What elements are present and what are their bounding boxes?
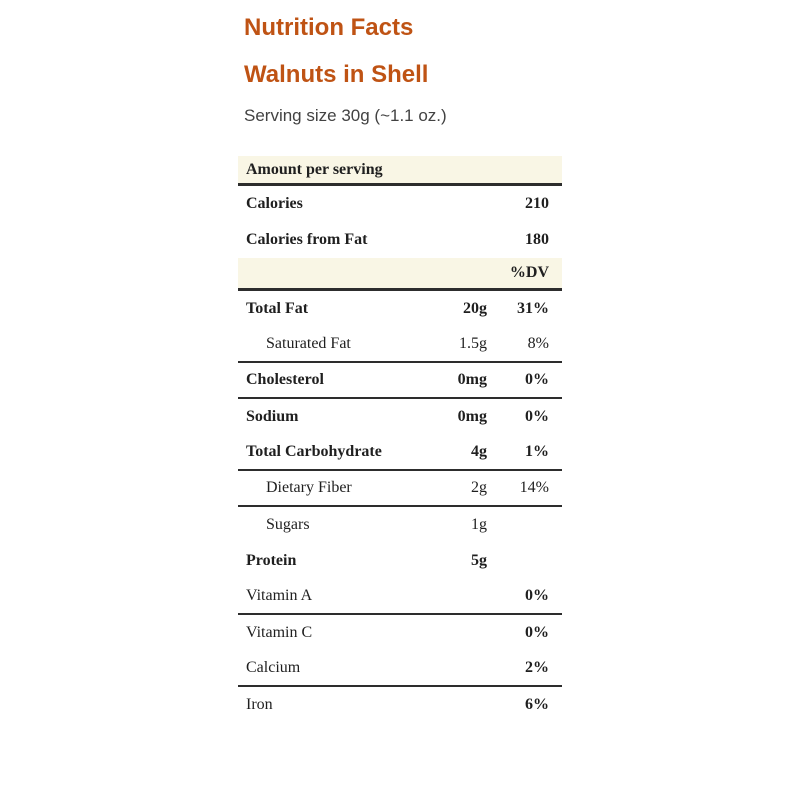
row-sodium: Sodium 0mg 0% bbox=[238, 399, 562, 435]
percent-dv-label: %DV bbox=[509, 264, 549, 281]
nutrient-label: Protein bbox=[246, 552, 297, 569]
nutrient-dv: 31% bbox=[517, 300, 549, 317]
row-iron: Iron 6% bbox=[238, 687, 562, 723]
nutrient-dv: 0% bbox=[525, 624, 549, 641]
nutrient-label: Vitamin A bbox=[246, 587, 313, 604]
nutrient-label: Total Fat bbox=[246, 300, 309, 317]
row-dietary-fiber: Dietary Fiber 2g 14% bbox=[238, 471, 562, 507]
serving-size-text: Serving size 30g (~1.1 oz.) bbox=[244, 106, 447, 125]
nutrient-label: Vitamin C bbox=[246, 624, 313, 641]
product-name: Walnuts in Shell bbox=[244, 61, 429, 88]
nutrient-amount: 2g bbox=[471, 479, 487, 496]
nutrient-amount: 1g bbox=[471, 516, 487, 533]
nutrient-label: Total Carbohydrate bbox=[246, 443, 382, 460]
nutrient-label: Iron bbox=[246, 696, 273, 713]
row-calories: Calories 210 bbox=[238, 186, 562, 222]
nutrient-label: Cholesterol bbox=[246, 371, 324, 388]
page-title: Nutrition Facts bbox=[244, 14, 414, 41]
row-cholesterol: Cholesterol 0mg 0% bbox=[238, 363, 562, 399]
nutrient-label: Calories bbox=[246, 195, 303, 212]
row-saturated-fat: Saturated Fat 1.5g 8% bbox=[238, 327, 562, 363]
nutrient-dv: 0% bbox=[525, 408, 549, 425]
percent-dv-band: %DV bbox=[238, 258, 562, 291]
nutrient-label: Sugars bbox=[266, 516, 310, 533]
nutrient-label: Saturated Fat bbox=[266, 335, 351, 352]
nutrient-label: Calcium bbox=[246, 659, 301, 676]
nutrient-amount: 4g bbox=[471, 443, 487, 460]
nutrient-dv: 8% bbox=[527, 335, 549, 352]
row-total-carbohydrate: Total Carbohydrate 4g 1% bbox=[238, 435, 562, 471]
nutrient-dv: 210 bbox=[525, 195, 549, 212]
row-vitamin-c: Vitamin C 0% bbox=[238, 615, 562, 651]
nutrient-dv: 1% bbox=[525, 443, 549, 460]
row-vitamin-a: Vitamin A 0% bbox=[238, 579, 562, 615]
nutrient-dv: 6% bbox=[525, 696, 549, 713]
amount-per-serving-band: Amount per serving bbox=[238, 156, 562, 186]
row-calcium: Calcium 2% bbox=[238, 651, 562, 687]
nutrient-label: Calories from Fat bbox=[246, 231, 368, 248]
row-protein: Protein 5g bbox=[238, 543, 562, 579]
nutrient-label: Dietary Fiber bbox=[266, 479, 352, 496]
nutrient-dv: 0% bbox=[525, 371, 549, 388]
nutrient-amount: 0mg bbox=[457, 371, 487, 388]
nutrient-amount: 5g bbox=[471, 552, 487, 569]
amount-per-serving-label: Amount per serving bbox=[246, 160, 383, 178]
nutrient-label: Sodium bbox=[246, 408, 299, 425]
nutrient-amount: 1.5g bbox=[459, 335, 487, 352]
row-calories-from-fat: Calories from Fat 180 bbox=[238, 222, 562, 258]
nutrient-amount: 0mg bbox=[457, 408, 487, 425]
nutrient-dv: 180 bbox=[525, 231, 549, 248]
nutrient-amount: 20g bbox=[463, 300, 487, 317]
nutrient-dv: 2% bbox=[525, 659, 549, 676]
row-sugars: Sugars 1g bbox=[238, 507, 562, 543]
nutrition-facts-table: Amount per serving Calories 210 Calories… bbox=[238, 156, 562, 723]
nutrient-dv: 14% bbox=[519, 479, 549, 496]
nutrient-dv: 0% bbox=[525, 587, 549, 604]
row-total-fat: Total Fat 20g 31% bbox=[238, 291, 562, 327]
